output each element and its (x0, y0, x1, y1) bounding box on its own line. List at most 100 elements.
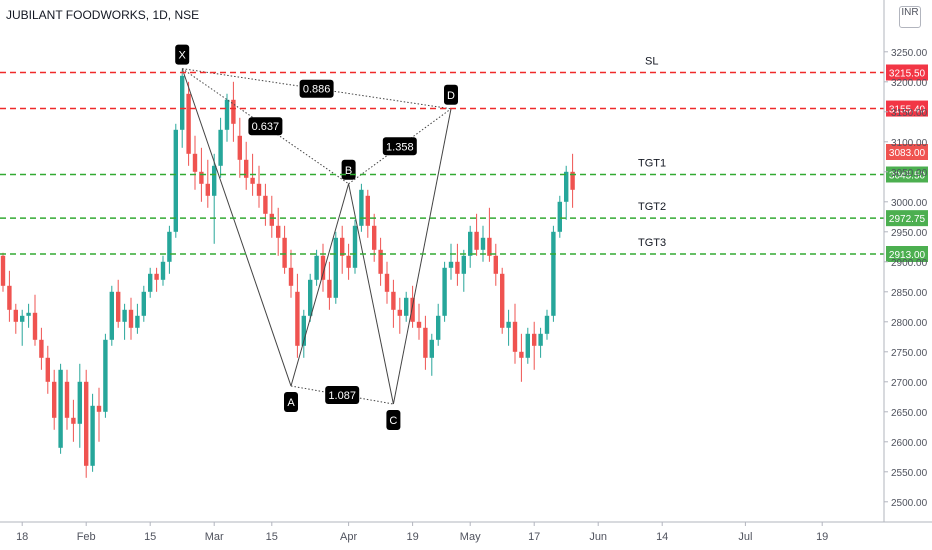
candle-body (180, 75, 185, 130)
pattern-leg-cd (392, 108, 452, 405)
candle-body (423, 327, 428, 358)
candle-body (116, 291, 121, 322)
y-tick-label: 2550.00 (891, 468, 928, 479)
candle-body (263, 195, 268, 214)
candle-body (71, 417, 76, 424)
candle-body (416, 321, 422, 328)
candle-body (26, 312, 31, 316)
current-price-label: 3083.00 (889, 148, 926, 159)
candle-body (13, 309, 18, 322)
candle-body (359, 189, 364, 226)
candle-body (199, 171, 204, 184)
pattern-point-label: C (389, 415, 397, 427)
candle-body (154, 273, 159, 280)
x-tick-label: May (460, 531, 481, 543)
candle-body (519, 351, 524, 358)
x-tick-label: 18 (16, 531, 28, 543)
candle-body (378, 249, 383, 274)
candle-body (493, 255, 498, 274)
candle-body (487, 237, 492, 256)
candle-body (224, 99, 230, 130)
candle-body (384, 273, 390, 292)
candle-body (160, 261, 166, 280)
y-tick-label: 3200.00 (891, 78, 928, 89)
candles-layer (0, 69, 575, 478)
candle-body (295, 291, 300, 346)
candle-body (506, 321, 511, 328)
candle-body (282, 237, 287, 268)
pattern-leg-ab (290, 183, 350, 387)
pattern-point-box (175, 44, 190, 65)
candle-body (186, 93, 191, 154)
candle-body (468, 231, 473, 256)
candle-body (352, 225, 358, 268)
candle-body (256, 183, 262, 196)
level-price-label: 3215.50 (889, 69, 926, 80)
candle-body (461, 255, 466, 274)
ratio-label: 1.358 (386, 141, 414, 153)
currency-button[interactable]: INR (899, 6, 921, 28)
candle-body (231, 99, 236, 124)
candle-body (525, 333, 530, 358)
level-price-tag[interactable] (886, 210, 928, 227)
x-tick-label: 14 (656, 531, 668, 543)
candle-body (436, 315, 441, 340)
price-axis: 2500.00 2550.00 2600.00 2650.00 2700.00 2750.… (883, 0, 928, 522)
candle-body (109, 291, 114, 340)
candle-body (103, 339, 108, 412)
candle-body (84, 381, 89, 466)
candle-body (77, 381, 82, 424)
candle-body (167, 231, 172, 262)
candle-body (192, 153, 198, 172)
candle-body (250, 177, 255, 184)
x-tick-label: Jul (738, 531, 752, 543)
y-tick-label: 2650.00 (891, 408, 928, 419)
candle-body (557, 201, 562, 232)
candle-body (391, 291, 396, 310)
candle-body (442, 267, 447, 316)
level-price-label: 2972.75 (889, 214, 926, 225)
level-price-tag[interactable] (886, 100, 928, 117)
y-tick-label: 2950.00 (891, 228, 928, 239)
candle-body (340, 237, 345, 256)
pattern-point-label: B (345, 165, 352, 177)
level-name-sl: SL (645, 56, 658, 68)
level-price-tag[interactable] (886, 246, 928, 262)
level-price-tag[interactable] (886, 166, 928, 183)
candle-body (52, 381, 57, 418)
level-price-tag[interactable] (886, 64, 928, 81)
candle-body (212, 165, 217, 196)
level-name-tgt2: TGT2 (638, 201, 666, 213)
candle-body (500, 273, 505, 328)
candle-body (365, 195, 370, 226)
time-axis: 18 Feb 15 Mar 15 Apr 19 May 17 Jun 14 Jul 19 (0, 521, 932, 543)
candle-body (480, 237, 486, 250)
candle-body (429, 339, 434, 358)
candle-body (173, 129, 178, 232)
candle-body (45, 357, 50, 382)
ratio-line-xb (181, 68, 349, 185)
pattern-point-label: X (179, 50, 187, 62)
candle-body (512, 321, 518, 352)
pattern-point-box (444, 84, 458, 105)
candle-body (58, 369, 63, 448)
y-tick-label: 2700.00 (891, 378, 928, 389)
x-tick-label: Mar (205, 531, 224, 543)
levels-layer: SL 3215.50 3155.40 TGT1 3045.50 TGT2 2972.75 TG… (0, 56, 928, 262)
x-tick-label: Apr (340, 531, 357, 543)
candle-body (0, 255, 6, 286)
current-price-tag[interactable] (886, 144, 928, 160)
candle-body (301, 315, 306, 346)
y-tick-label: 3050.00 (891, 168, 928, 179)
candle-body (532, 333, 537, 346)
y-tick-label: 3250.00 (891, 48, 928, 59)
candle-body (90, 405, 95, 466)
candle-body (397, 309, 402, 316)
candle-body (474, 231, 479, 250)
candle-body (64, 381, 70, 418)
pattern-point-label: D (447, 90, 455, 102)
candle-body (327, 279, 332, 298)
candle-body (320, 255, 326, 280)
candle-body (564, 171, 569, 202)
